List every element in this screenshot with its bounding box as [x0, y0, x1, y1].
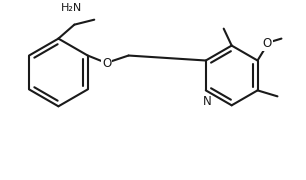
Text: N: N — [202, 95, 211, 108]
Text: H₂N: H₂N — [61, 3, 82, 13]
Text: O: O — [102, 57, 111, 70]
Text: O: O — [263, 37, 272, 50]
